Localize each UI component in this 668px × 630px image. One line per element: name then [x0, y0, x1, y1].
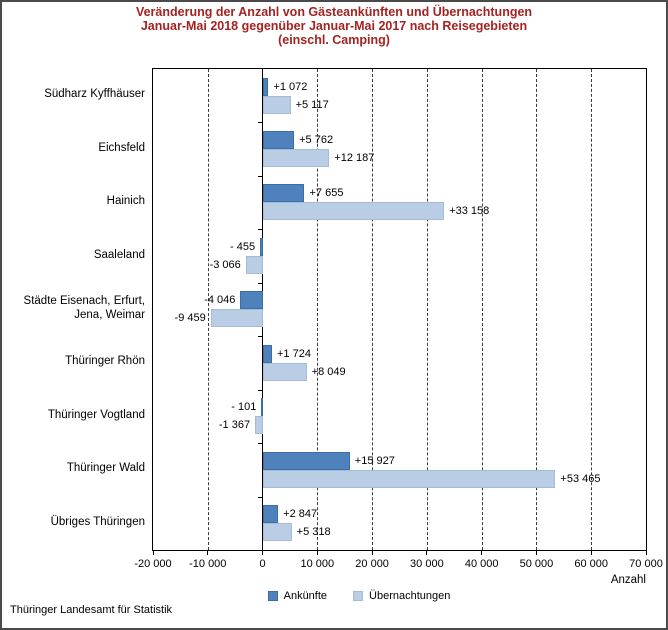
category-boundary-tick [257, 336, 263, 338]
ankuenfte-swatch-icon [267, 591, 278, 601]
legend-label-uebernachtungen: Übernachtungen [369, 590, 451, 602]
bar-uebernachtungen [245, 255, 263, 274]
x-axis-tick-label: 70 000 [629, 558, 663, 570]
bar-value-label: +33 158 [449, 205, 490, 218]
bar-value-label: +53 465 [560, 472, 601, 485]
x-axis-tick [590, 551, 592, 555]
legend-item-ankuenfte: Ankünfte [267, 590, 328, 602]
chart-title: Veränderung der Anzahl von Gästeankünfte… [2, 5, 666, 47]
x-axis-tick-label: 50 000 [519, 558, 554, 570]
category-boundary-tick [257, 496, 263, 498]
bar-ankuenfte [262, 130, 295, 149]
bar-value-label: +15 927 [354, 454, 395, 467]
bar-value-label: +5 762 [299, 133, 334, 146]
x-axis-tick-label: 0 [259, 558, 266, 570]
category-boundary-tick [257, 389, 263, 391]
category-label: Städte Eisenach, Erfurt, Jena, Weimar [23, 294, 145, 322]
gridline [481, 69, 483, 550]
x-axis-tick-label: 30 000 [410, 558, 444, 570]
x-axis-tick [152, 551, 154, 555]
x-axis-tick-label: 20 000 [355, 558, 389, 570]
gridline [207, 69, 209, 550]
category-boundary-tick [257, 122, 263, 124]
category-label: Südharz Kyffhäuser [44, 88, 145, 101]
category-boundary-tick [257, 175, 263, 177]
bar-ankuenfte [262, 344, 272, 363]
category-label: Thüringer Rhön [65, 355, 145, 368]
x-axis-tick [262, 551, 264, 555]
bar-ankuenfte [262, 451, 350, 470]
x-axis-tick-label: -10 000 [189, 558, 227, 570]
chart-title-line-3: (einschl. Camping) [278, 33, 390, 47]
category-boundary-tick [257, 282, 263, 284]
chart-title-line-2: Januar-Mai 2018 gegenüber Januar-Mai 201… [140, 19, 528, 33]
category-label: Thüringer Wald [66, 462, 145, 475]
category-label: Übriges Thüringen [50, 515, 145, 528]
zero-axis-line [262, 69, 264, 550]
bar-ankuenfte [262, 77, 269, 96]
bar-value-label: +7 655 [309, 187, 344, 200]
uebernachtungen-swatch-icon [353, 591, 364, 601]
bar-uebernachtungen [262, 469, 556, 488]
category-label: Saaleland [93, 248, 145, 261]
x-axis-tick [481, 551, 483, 555]
bar-value-label: +8 049 [311, 365, 346, 378]
bar-value-label: -3 066 [209, 258, 241, 271]
bar-uebernachtungen [262, 362, 307, 381]
bar-value-label: -1 367 [218, 419, 251, 432]
bar-value-label: +12 187 [334, 151, 375, 164]
bar-value-label: -9 459 [174, 312, 206, 325]
x-axis-tick [426, 551, 428, 555]
x-axis-title: Anzahl [610, 574, 646, 586]
x-axis-tick-label: 40 000 [464, 558, 499, 570]
bar-uebernachtungen [262, 202, 445, 221]
bar-value-label: - 455 [230, 240, 256, 253]
x-axis-tick-label: 10 000 [300, 558, 335, 570]
x-axis-tick [207, 551, 209, 555]
x-axis-tick [371, 551, 373, 555]
legend: Ankünfte Übernachtungen [27, 590, 666, 602]
bar-ankuenfte [262, 184, 305, 203]
x-axis-tick-label: 60 000 [574, 558, 609, 570]
x-axis-tick [316, 551, 318, 555]
legend-item-uebernachtungen: Übernachtungen [353, 590, 450, 602]
bar-uebernachtungen [255, 416, 263, 435]
bar-value-label: +1 724 [276, 347, 311, 360]
bar-value-label: -4 046 [204, 294, 236, 307]
gridline [372, 69, 374, 550]
bar-value-label: +5 318 [296, 526, 331, 539]
bar-value-label: - 101 [231, 401, 257, 414]
bar-ankuenfte [262, 505, 279, 524]
bar-uebernachtungen [262, 148, 330, 167]
bar-uebernachtungen [210, 309, 263, 328]
gridline [536, 69, 538, 550]
x-axis-tick [535, 551, 537, 555]
bar-uebernachtungen [262, 95, 291, 114]
gridline [591, 69, 593, 550]
category-boundary-tick [257, 443, 263, 445]
bar-value-label: +1 072 [273, 80, 308, 93]
chart-title-line-1: Veränderung der Anzahl von Gästeankünfte… [135, 5, 533, 19]
category-label: Hainich [106, 195, 145, 208]
bar-value-label: +2 847 [283, 508, 318, 521]
category-axis-labels: Südharz Kyffhäuser Eichsfeld Hainich Saalel… [2, 68, 145, 549]
source-footer: Thüringer Landesamt für Statistik [10, 604, 173, 616]
bar-ankuenfte [260, 237, 263, 256]
category-boundary-tick [257, 229, 263, 231]
bar-ankuenfte [261, 398, 264, 417]
category-label: Eichsfeld [98, 141, 145, 154]
plot-area: -20 000 -10 000 0 10 000 20 000 30 000 40 000 5… [134, 68, 663, 570]
x-axis-tick [645, 551, 647, 555]
bar-value-label: +5 117 [295, 98, 329, 111]
gridline [426, 69, 428, 550]
legend-label-ankuenfte: Ankünfte [283, 590, 328, 602]
bar-uebernachtungen [262, 523, 292, 542]
category-label: Thüringer Vogtland [47, 408, 145, 421]
bar-ankuenfte [240, 291, 263, 310]
x-axis-tick-label: -20 000 [134, 558, 172, 570]
gridline [317, 69, 319, 550]
